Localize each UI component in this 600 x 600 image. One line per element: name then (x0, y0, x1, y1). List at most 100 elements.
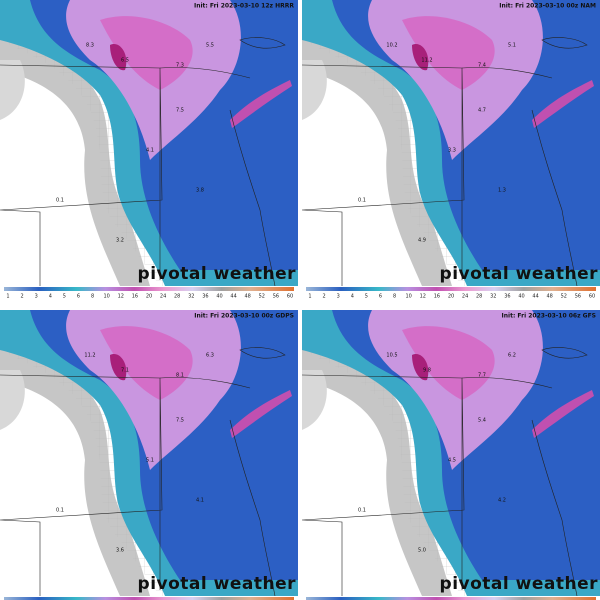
map-value: 6.5 (121, 58, 129, 64)
map-value: 7.3 (176, 63, 184, 69)
map (0, 310, 298, 596)
colorbar-label: 16 (132, 294, 138, 300)
map-value: 4.1 (196, 498, 204, 504)
colorbar-label: 32 (490, 294, 496, 300)
map-value: 5.5 (206, 43, 214, 49)
map-value: 4.2 (498, 498, 506, 504)
map-value: 3.3 (448, 148, 456, 154)
colorbar-label: 60 (287, 294, 293, 300)
map-value: 5.4 (478, 418, 486, 424)
map-value: 4.7 (478, 108, 486, 114)
init-label: Init: Fri 2023-03-10 06z GFS (502, 313, 596, 320)
colorbar-label: 5 (365, 294, 368, 300)
map-value: 7.5 (176, 418, 184, 424)
colorbar-label: 48 (245, 294, 251, 300)
colorbar (306, 287, 596, 291)
colorbar-label: 24 (160, 294, 166, 300)
map-panel: Init: Fri 2023-03-10 06z GFS 10.5 9.8 7.7 6.… (302, 310, 600, 600)
map-value: 4.9 (418, 238, 426, 244)
colorbar-label: 40 (216, 294, 222, 300)
map-value: 10.5 (386, 353, 397, 359)
watermark: pivotal weather (138, 574, 297, 594)
colorbar-label: 3 (337, 294, 340, 300)
map-value: 7.7 (478, 373, 486, 379)
map-value: 8.1 (176, 373, 184, 379)
colorbar-label: 44 (230, 294, 236, 300)
colorbar-label: 8 (91, 294, 94, 300)
map-value: 6.2 (508, 353, 516, 359)
colorbar-label: 20 (146, 294, 152, 300)
map-value: 10.2 (386, 43, 397, 49)
watermark: pivotal weather (440, 574, 599, 594)
colorbar-label: 20 (448, 294, 454, 300)
map-base (302, 310, 600, 596)
colorbar-label: 10 (406, 294, 412, 300)
colorbar-label: 2 (21, 294, 24, 300)
colorbar-label: 52 (561, 294, 567, 300)
colorbar-label: 36 (202, 294, 208, 300)
colorbar-label: 5 (63, 294, 66, 300)
colorbar-label: 6 (77, 294, 80, 300)
colorbar-label: 4 (351, 294, 354, 300)
colorbar-label: 12 (420, 294, 426, 300)
map-value: 9.8 (423, 368, 431, 374)
init-label: Init: Fri 2023-03-10 00z GDPS (194, 313, 294, 320)
map-value: 6.3 (206, 353, 214, 359)
init-label: Init: Fri 2023-03-10 12z HRRR (194, 3, 294, 10)
map-value: 4.1 (146, 148, 154, 154)
map (0, 0, 298, 286)
colorbar-label: 28 (476, 294, 482, 300)
map-value: 1.3 (498, 188, 506, 194)
colorbar-label: 16 (434, 294, 440, 300)
colorbar (306, 597, 596, 600)
init-label: Init: Fri 2023-03-10 00z NAM (499, 3, 596, 10)
colorbar (4, 597, 294, 600)
map-value: 0.1 (358, 198, 366, 204)
colorbar (4, 287, 294, 291)
colorbar-label: 10 (104, 294, 110, 300)
colorbar-label: 1 (6, 294, 9, 300)
colorbar-label: 6 (379, 294, 382, 300)
map-panel: Init: Fri 2023-03-10 00z GDPS 11.2 7.1 8.1 6… (0, 310, 298, 600)
colorbar-label: 3 (35, 294, 38, 300)
map-base (0, 0, 298, 286)
map-panel: Init: Fri 2023-03-10 00z NAM 10.2 11.2 7.4 5… (302, 0, 600, 300)
map-value: 4.5 (448, 458, 456, 464)
map-value: 5.1 (146, 458, 154, 464)
map-value: 0.1 (56, 508, 64, 514)
colorbar-label: 36 (504, 294, 510, 300)
watermark: pivotal weather (138, 264, 297, 284)
map-value: 11.2 (84, 353, 95, 359)
colorbar-label: 12 (118, 294, 124, 300)
map-base (0, 310, 298, 596)
colorbar-label: 52 (259, 294, 265, 300)
map-value: 11.2 (421, 58, 432, 64)
colorbar-label: 28 (174, 294, 180, 300)
colorbar-label: 4 (49, 294, 52, 300)
map-value: 0.1 (56, 198, 64, 204)
colorbar-label: 60 (589, 294, 595, 300)
colorbar-label: 2 (323, 294, 326, 300)
map-value: 3.6 (116, 548, 124, 554)
map-value: 3.8 (196, 188, 204, 194)
colorbar-label: 1 (308, 294, 311, 300)
map-value: 7.4 (478, 63, 486, 69)
map-panel: Init: Fri 2023-03-10 12z HRRR 8.3 6.5 7.3 5.… (0, 0, 298, 300)
map-base (302, 0, 600, 286)
colorbar-label: 8 (393, 294, 396, 300)
map-value: 8.3 (86, 43, 94, 49)
map-value: 3.2 (116, 238, 124, 244)
map-value: 5.1 (508, 43, 516, 49)
map-value: 7.5 (176, 108, 184, 114)
map (302, 0, 600, 286)
colorbar-label: 32 (188, 294, 194, 300)
colorbar-label: 40 (518, 294, 524, 300)
colorbar-label: 48 (547, 294, 553, 300)
map-value: 5.0 (418, 548, 426, 554)
map-value: 7.1 (121, 368, 129, 374)
map-value: 0.1 (358, 508, 366, 514)
colorbar-label: 44 (532, 294, 538, 300)
